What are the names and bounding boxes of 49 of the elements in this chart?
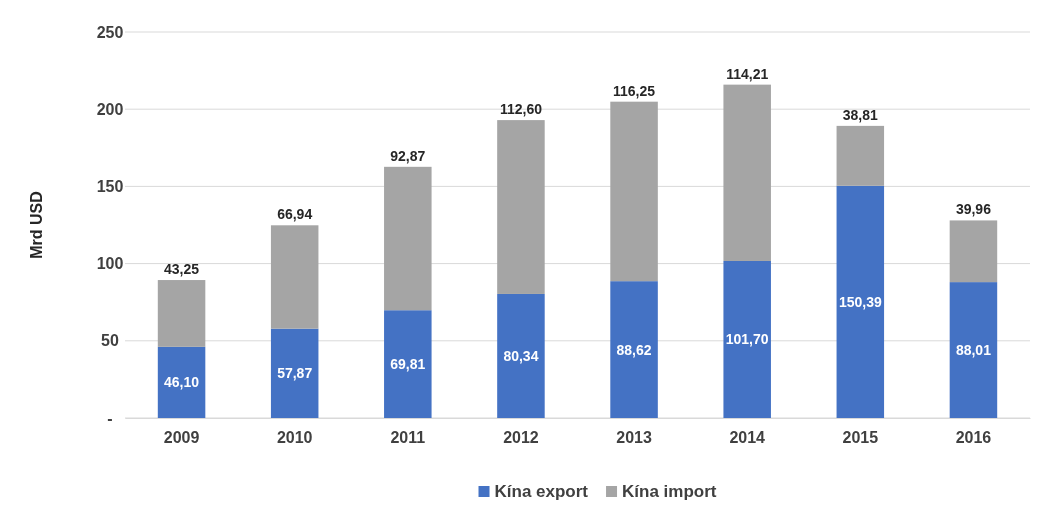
data-label: 69,81	[390, 356, 426, 373]
bar	[497, 120, 545, 294]
bar	[949, 282, 998, 418]
y-tick-label: -	[107, 409, 113, 427]
data-label: 38,81	[842, 106, 879, 123]
data-label: 150,39	[838, 293, 882, 310]
data-label: 66,94	[277, 206, 313, 223]
y-tick-label: 200	[96, 100, 124, 118]
y-tick-label: 50	[101, 332, 119, 350]
data-label: 116,25	[613, 82, 656, 99]
y-tick-label: 150	[96, 178, 124, 196]
bar	[836, 185, 885, 418]
bar	[384, 166, 432, 311]
bar	[270, 328, 319, 418]
data-label: 43,25	[164, 261, 200, 278]
x-tick-label: 2015	[842, 429, 879, 447]
data-label: 112,60	[499, 101, 543, 118]
data-label: 39,96	[955, 201, 992, 218]
data-label: 114,21	[726, 65, 769, 82]
bar	[723, 84, 771, 261]
y-tick-label: 100	[96, 255, 124, 273]
y-axis-title: Mrd USD	[28, 191, 45, 259]
bar	[610, 281, 658, 418]
data-label: 88,01	[955, 342, 992, 359]
data-label: 57,87	[277, 365, 313, 382]
bar	[157, 346, 206, 418]
bar	[497, 293, 545, 418]
bar	[723, 260, 771, 418]
legend-label: Kína export	[494, 482, 589, 501]
x-tick-label: 2014	[729, 429, 766, 447]
bar	[610, 101, 658, 282]
data-label: 101,70	[725, 331, 769, 348]
bar	[157, 280, 206, 347]
x-tick-label: 2016	[955, 429, 992, 447]
data-label: 80,34	[503, 347, 539, 364]
x-tick-label: 2011	[390, 429, 426, 447]
x-tick-label: 2010	[276, 429, 313, 447]
bar	[270, 225, 319, 329]
bar	[949, 220, 998, 283]
x-tick-label: 2013	[616, 429, 652, 447]
bar	[836, 125, 885, 186]
y-tick-label: 250	[96, 23, 124, 41]
bar	[384, 310, 432, 418]
data-label: 92,87	[390, 147, 426, 164]
data-label: 88,62	[616, 341, 652, 358]
legend-label: Kína import	[622, 482, 717, 501]
x-tick-label: 2012	[503, 429, 539, 447]
x-tick-label: 2009	[163, 429, 200, 447]
data-label: 46,10	[164, 374, 200, 391]
